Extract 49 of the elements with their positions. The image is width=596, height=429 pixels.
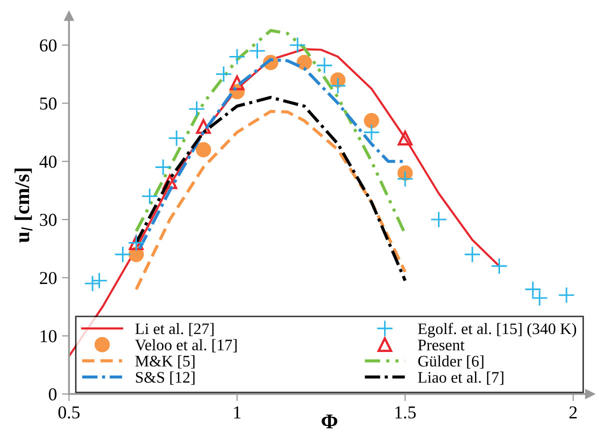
y-tick-label: 50 [40, 97, 57, 110]
point [196, 142, 212, 158]
point [289, 36, 306, 54]
y-tick-label: 60 [40, 39, 57, 52]
legend-label: Veloo et al. [17] [135, 339, 237, 352]
point [196, 119, 211, 134]
point [490, 258, 508, 274]
point [154, 158, 172, 176]
x-tick-label: 1.5 [395, 406, 416, 419]
y-tick-label: 20 [40, 272, 57, 284]
point [248, 42, 266, 60]
point [215, 66, 232, 83]
legend-label: Egolf. et al. [15] (340 K) [418, 322, 576, 338]
legend-label: Present [418, 340, 465, 350]
point [524, 280, 542, 298]
point [168, 130, 185, 147]
point [558, 286, 575, 304]
point [230, 76, 244, 90]
x-tick-label: 2 [569, 406, 577, 418]
x-tick-label: 0.5 [58, 406, 80, 419]
legend-label: Li et al. [27] [135, 322, 214, 336]
y-axis-title: u$_{l}$ [cm/s] [14, 168, 32, 243]
point [363, 124, 380, 141]
point [464, 246, 481, 263]
point [430, 211, 448, 228]
point [162, 174, 178, 190]
x-tick-label: 1 [234, 406, 240, 418]
x-axis-title: Φ [322, 414, 338, 428]
point [90, 272, 108, 290]
point [364, 113, 380, 128]
legend-label: Gülder [6] [418, 355, 484, 369]
y-tick-label: 40 [39, 156, 57, 168]
legend-label: M&K [5] [135, 355, 194, 369]
point [84, 275, 101, 292]
y-tick-label: 10 [40, 330, 57, 342]
point [228, 48, 246, 66]
point [188, 100, 206, 118]
y-tick-label: 30 [40, 214, 57, 226]
point [398, 130, 412, 146]
legend-label: S&S [12] [136, 371, 195, 385]
point [531, 290, 548, 306]
point [141, 188, 158, 205]
y-tick-label: 0 [48, 388, 57, 400]
point [114, 246, 132, 263]
point [330, 77, 346, 94]
point [396, 170, 414, 188]
legend-label: Liao et al. [7] [418, 372, 504, 385]
point [316, 57, 333, 74]
point [296, 54, 312, 70]
